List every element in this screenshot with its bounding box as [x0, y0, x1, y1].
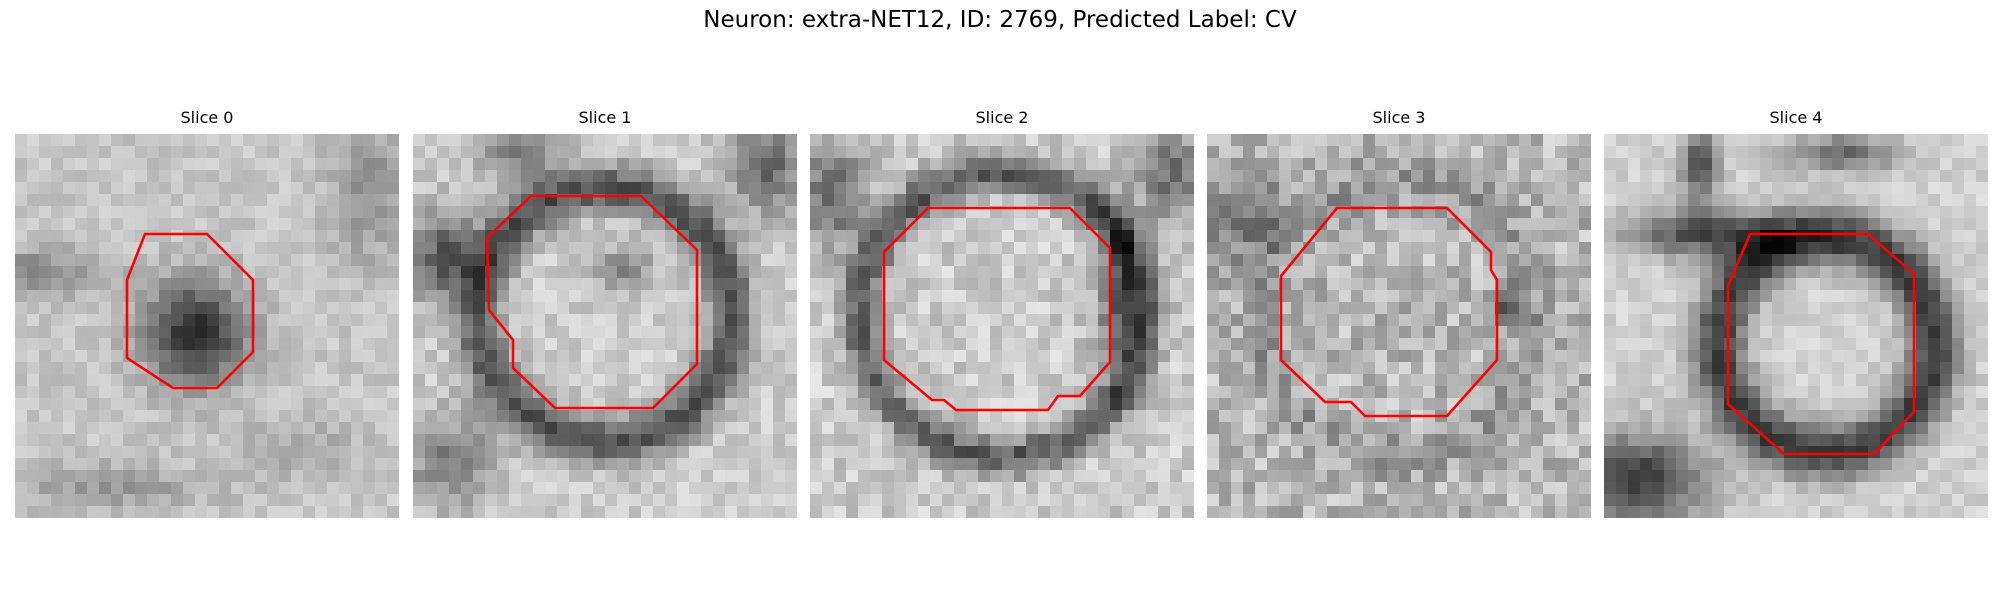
slice-title-3: Slice 3 [1372, 108, 1426, 127]
slice-title-0: Slice 0 [180, 108, 234, 127]
slice-image-svg-1 [413, 134, 797, 518]
figure-title: Neuron: extra-NET12, ID: 2769, Predicted… [703, 7, 1297, 33]
slice-image-svg-3 [1207, 134, 1591, 518]
roi-contour-3 [1279, 206, 1499, 418]
slice-image-svg-0 [15, 134, 399, 518]
roi-contour-4 [1726, 232, 1916, 456]
slice-title-4: Slice 4 [1769, 108, 1823, 127]
roi-contour-1 [485, 194, 699, 410]
slice-image-4 [1604, 134, 1988, 518]
slice-image-3 [1207, 134, 1591, 518]
slice-image-1 [413, 134, 797, 518]
roi-contour-2 [882, 206, 1112, 412]
slice-image-0 [15, 134, 399, 518]
slice-title-1: Slice 1 [578, 108, 632, 127]
slice-image-svg-4 [1604, 134, 1988, 518]
slice-title-2: Slice 2 [975, 108, 1029, 127]
slice-image-svg-2 [810, 134, 1194, 518]
slice-image-2 [810, 134, 1194, 518]
roi-contour-0 [125, 232, 255, 390]
